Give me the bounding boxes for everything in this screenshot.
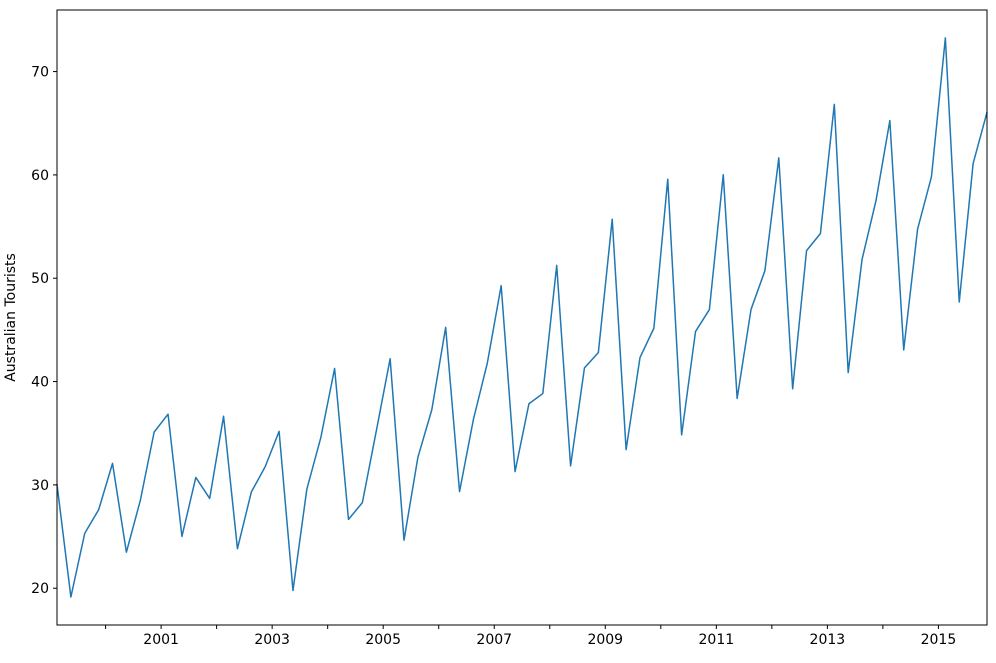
y-tick-label: 20 <box>31 581 49 597</box>
x-tick-label: 2013 <box>810 632 846 648</box>
y-tick-label: 70 <box>31 65 49 81</box>
plot-border <box>56 9 988 626</box>
x-tick-label: 2005 <box>365 632 401 648</box>
x-tick-label: 2015 <box>921 632 957 648</box>
y-tick-label: 50 <box>31 271 49 287</box>
series-line <box>56 37 988 598</box>
x-tick-label: 2001 <box>143 632 179 648</box>
y-tick-label: 30 <box>31 478 49 494</box>
y-tick-label: 40 <box>31 375 49 391</box>
plot-area <box>57 10 987 625</box>
y-tick-label: 60 <box>31 168 49 184</box>
x-tick-label: 2011 <box>699 632 735 648</box>
x-tick-label: 2003 <box>254 632 290 648</box>
series-group <box>56 37 988 598</box>
x-tick-label: 2009 <box>587 632 623 648</box>
ticks-group: 20 30 40 50 60 70 2001 2003 2005 2007 2009 2011 2013… <box>31 65 956 648</box>
y-axis-label: Australian Tourists <box>3 253 19 382</box>
x-tick-label: 2007 <box>476 632 512 648</box>
